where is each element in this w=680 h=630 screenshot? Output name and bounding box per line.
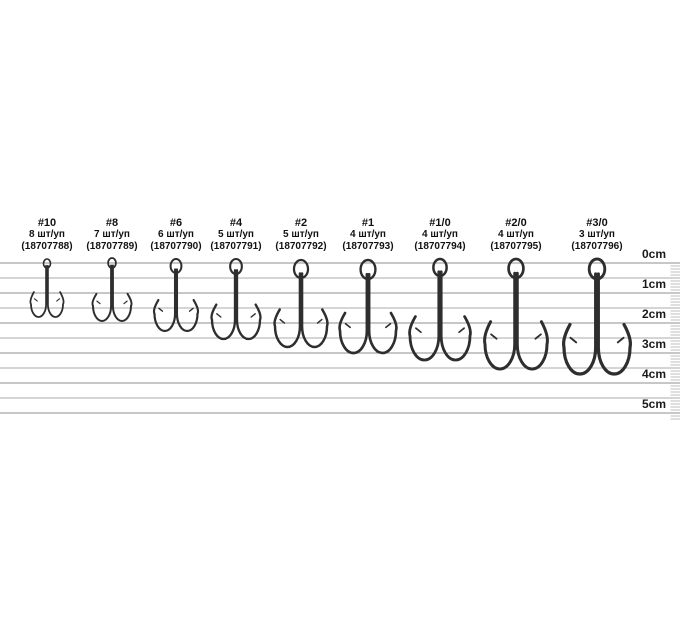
product-article-number: (18707794) xyxy=(414,240,466,252)
double-hook-4 xyxy=(210,257,262,341)
hook-bend xyxy=(210,269,237,341)
ruler-cm-label: 5cm xyxy=(641,397,666,411)
hook-bend xyxy=(300,272,329,349)
hook-bend xyxy=(367,272,398,355)
hook-barb xyxy=(616,336,625,344)
product-article-number: (18707793) xyxy=(342,240,394,252)
product-pack-qty: 6 шт/уп xyxy=(158,229,194,240)
product-size: #3/0 xyxy=(586,217,608,229)
hook-barb xyxy=(123,300,128,305)
product-pack-qty: 4 шт/уп xyxy=(422,229,458,240)
product-article-number: (18707789) xyxy=(86,240,138,252)
product-article-number: (18707795) xyxy=(490,240,542,252)
hook-bend xyxy=(562,272,598,376)
hook-bend xyxy=(596,272,632,376)
hook-barb xyxy=(569,336,578,344)
hook-bend xyxy=(235,269,262,341)
ruler-cm-label: 0cm xyxy=(641,247,666,261)
hook-bend xyxy=(439,270,472,362)
product-size: #4 xyxy=(229,217,243,229)
ruler-cm-label: 4cm xyxy=(641,367,666,381)
hook-bend xyxy=(91,264,113,322)
product-label-block: #10 8 шт/уп (18707788) xyxy=(0,217,99,252)
hook-barb xyxy=(316,318,323,324)
hook-barb xyxy=(458,327,465,334)
product-label-block: #4 5 шт/уп (18707791) xyxy=(184,217,288,252)
hook-eye xyxy=(42,258,52,269)
product-size: #6 xyxy=(169,217,183,229)
product-label-block: #2/0 4 шт/уп (18707795) xyxy=(464,217,568,252)
hook-eye xyxy=(432,257,448,278)
double-hook-1 xyxy=(338,258,398,355)
hook-eye xyxy=(507,257,525,280)
hook-barb xyxy=(216,313,222,318)
hook-barb xyxy=(56,298,61,302)
product-label-block: #1 4 шт/уп (18707793) xyxy=(316,217,420,252)
hook-barb xyxy=(415,327,422,334)
hook-bend xyxy=(111,264,133,322)
hook-bend xyxy=(483,271,517,371)
hook-barb xyxy=(279,318,286,324)
hook-barb xyxy=(490,333,498,340)
product-pack-qty: 4 шт/уп xyxy=(350,229,386,240)
product-size: #2 xyxy=(294,217,308,229)
hook-bend xyxy=(273,272,302,349)
ruler-cm-label: 1cm xyxy=(641,277,666,291)
ruler-cm-label: 2cm xyxy=(641,307,666,321)
hook-eye xyxy=(107,257,117,269)
hook-barb xyxy=(534,333,542,340)
hook-barb xyxy=(33,298,38,302)
hook-eye xyxy=(292,258,310,280)
product-size: #1 xyxy=(361,217,375,229)
hook-barb xyxy=(158,307,164,312)
double-hook-8 xyxy=(91,257,133,322)
hook-bend xyxy=(29,264,47,318)
hook-barb xyxy=(250,313,256,318)
product-pack-qty: 7 шт/уп xyxy=(94,229,130,240)
hook-eye xyxy=(587,257,607,281)
product-size: #2/0 xyxy=(505,217,527,229)
product-article-number: (18707792) xyxy=(275,240,327,252)
product-size: #8 xyxy=(105,217,119,229)
product-size: #10 xyxy=(37,217,57,229)
product-article-number: (18707796) xyxy=(571,240,623,252)
product-pack-qty: 8 шт/уп xyxy=(29,229,65,240)
product-label-block: #6 6 шт/уп (18707790) xyxy=(124,217,228,252)
double-hook-1-0 xyxy=(408,257,472,362)
product-label-block: #8 7 шт/уп (18707789) xyxy=(60,217,164,252)
hook-bend xyxy=(152,268,177,333)
hook-barb xyxy=(385,322,392,329)
hook-eye xyxy=(359,258,377,281)
product-pack-qty: 3 шт/уп xyxy=(579,229,615,240)
hook-bend xyxy=(338,272,369,355)
hook-eye xyxy=(229,257,243,276)
ruler-cm-label: 3cm xyxy=(641,337,666,351)
product-article-number: (18707788) xyxy=(21,240,73,252)
product-article-number: (18707790) xyxy=(150,240,202,252)
hook-barb xyxy=(96,300,101,305)
hook-bend xyxy=(515,271,549,371)
product-label-block: #3/0 3 шт/уп (18707796) xyxy=(545,217,649,252)
product-article-number: (18707791) xyxy=(210,240,262,252)
hook-bend xyxy=(175,268,200,333)
double-hook-10 xyxy=(29,258,65,318)
double-hook-6 xyxy=(152,258,200,333)
product-label-block: #1/0 4 шт/уп (18707794) xyxy=(388,217,492,252)
product-label-block: #2 5 шт/уп (18707792) xyxy=(249,217,353,252)
product-pack-qty: 5 шт/уп xyxy=(283,229,319,240)
product-pack-qty: 4 шт/уп xyxy=(498,229,534,240)
double-hook-3-0 xyxy=(562,257,632,376)
double-hook-2-0 xyxy=(483,257,549,371)
hook-bend xyxy=(47,264,65,318)
hook-bend xyxy=(408,270,441,362)
double-hook-2 xyxy=(273,258,329,349)
product-size: #1/0 xyxy=(429,217,451,229)
hook-barb xyxy=(188,307,194,312)
hook-eye xyxy=(169,258,183,274)
product-pack-qty: 5 шт/уп xyxy=(218,229,254,240)
hook-barb xyxy=(344,322,351,329)
